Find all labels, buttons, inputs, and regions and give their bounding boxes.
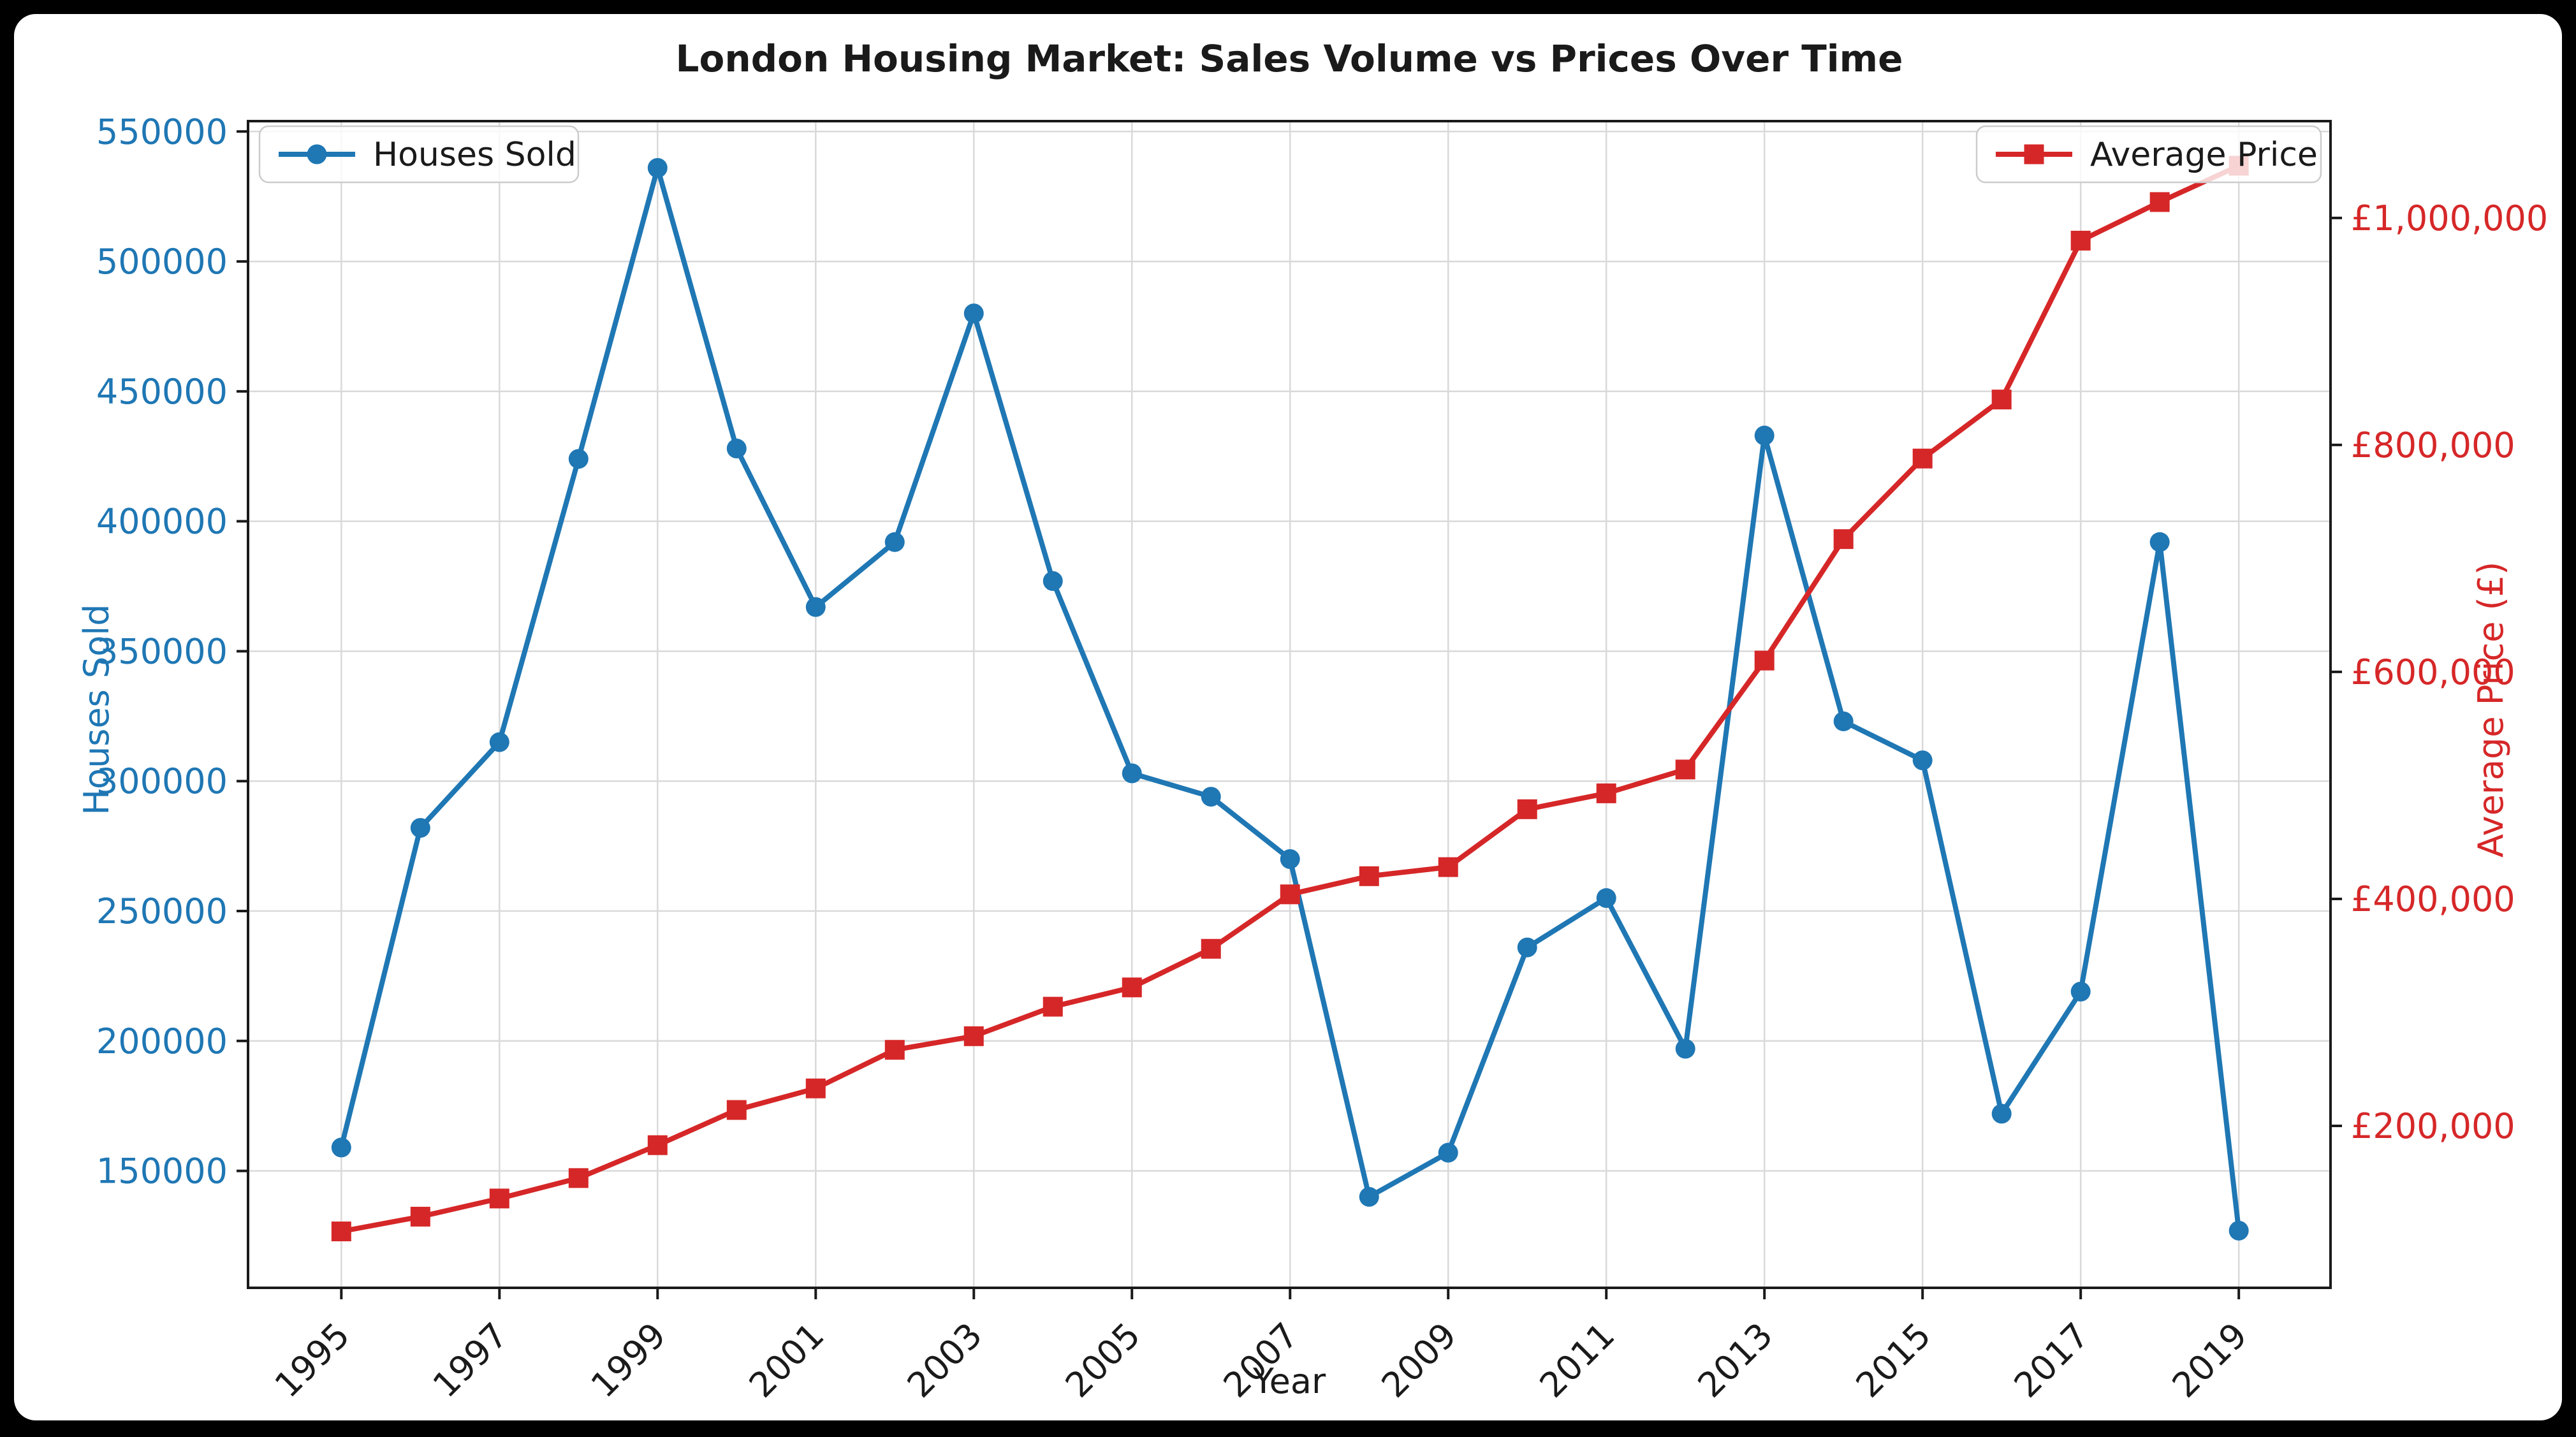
point-average-price-2010 (1517, 799, 1537, 819)
point-houses-sold-2002 (884, 532, 905, 552)
point-houses-sold-2019 (2228, 1220, 2249, 1241)
point-houses-sold-2011 (1596, 888, 1616, 908)
point-houses-sold-2010 (1517, 937, 1537, 958)
point-average-price-2017 (2070, 230, 2091, 251)
point-average-price-2014 (1833, 529, 1854, 550)
left-y-tick-label-150000: 150000 (96, 1151, 228, 1192)
point-average-price-1999 (647, 1135, 668, 1155)
point-average-price-2001 (805, 1078, 826, 1098)
figure-background (14, 14, 2562, 1420)
point-houses-sold-1995 (331, 1137, 351, 1158)
legend-houses-sold-label: Houses Sold (373, 136, 576, 174)
point-average-price-2018 (2149, 192, 2170, 212)
point-houses-sold-2001 (805, 597, 826, 617)
point-houses-sold-1999 (647, 157, 668, 178)
left-y-tick-label-450000: 450000 (96, 372, 228, 412)
point-houses-sold-1996 (410, 818, 430, 838)
legend-houses-sold-box (258, 125, 580, 184)
right-y-tick-label-800000: £800,000 (2351, 425, 2515, 465)
point-houses-sold-2012 (1675, 1039, 1695, 1059)
point-houses-sold-2009 (1438, 1142, 1458, 1163)
point-houses-sold-2015 (1912, 750, 1933, 771)
point-houses-sold-2005 (1122, 763, 1142, 784)
point-average-price-2015 (1912, 448, 1933, 469)
left-y-tick-label-300000: 300000 (96, 761, 228, 801)
point-average-price-2005 (1122, 977, 1142, 998)
point-houses-sold-2008 (1359, 1186, 1379, 1207)
legend-average-price-box (1975, 125, 2322, 184)
point-houses-sold-2006 (1201, 787, 1221, 807)
left-y-tick-label-500000: 500000 (96, 242, 228, 282)
legend-average-price-label: Average Price (2090, 136, 2318, 174)
legend-average-price-sample-marker (2024, 144, 2044, 164)
point-average-price-2004 (1043, 996, 1063, 1017)
left-y-tick-label-550000: 550000 (96, 112, 228, 152)
point-houses-sold-2004 (1043, 571, 1063, 591)
left-y-tick-label-250000: 250000 (96, 891, 228, 931)
point-houses-sold-2014 (1833, 711, 1854, 731)
right-y-tick-label-200000: £200,000 (2351, 1106, 2515, 1146)
left-y-axis-label: Houses Sold (77, 604, 117, 815)
point-average-price-1998 (568, 1168, 589, 1188)
point-houses-sold-2000 (726, 439, 747, 459)
point-average-price-2000 (726, 1100, 747, 1120)
point-houses-sold-2017 (2070, 981, 2091, 1002)
left-y-tick-label-350000: 350000 (96, 631, 228, 671)
point-average-price-2016 (1991, 390, 2012, 410)
right-y-tick-label-600000: £600,000 (2351, 652, 2515, 692)
point-average-price-2012 (1675, 759, 1695, 780)
left-y-tick-label-400000: 400000 (96, 502, 228, 542)
point-average-price-2013 (1754, 650, 1775, 671)
point-average-price-2003 (963, 1026, 984, 1046)
point-houses-sold-2016 (1991, 1104, 2012, 1124)
point-average-price-1995 (331, 1222, 351, 1242)
point-houses-sold-1998 (568, 449, 589, 469)
point-houses-sold-2013 (1754, 425, 1775, 446)
chart-title: London Housing Market: Sales Volume vs P… (676, 37, 1903, 80)
point-average-price-2007 (1280, 884, 1300, 905)
x-axis-label: Year (1252, 1361, 1326, 1401)
point-average-price-2002 (884, 1040, 905, 1060)
point-average-price-2008 (1359, 866, 1379, 886)
point-houses-sold-2003 (963, 303, 984, 324)
point-average-price-2009 (1438, 857, 1458, 877)
right-y-axis-label: Average Price (£) (2471, 562, 2511, 857)
point-houses-sold-2007 (1280, 849, 1300, 870)
point-average-price-1997 (489, 1188, 509, 1209)
point-average-price-2011 (1596, 783, 1616, 803)
point-average-price-2006 (1201, 938, 1221, 959)
point-houses-sold-2018 (2149, 532, 2170, 552)
right-y-tick-label-1000000: £1,000,000 (2351, 198, 2548, 238)
point-average-price-1996 (410, 1206, 430, 1227)
point-houses-sold-1997 (489, 732, 509, 752)
right-y-tick-label-400000: £400,000 (2351, 879, 2515, 919)
legend-houses-sold-sample-marker (307, 144, 327, 164)
left-y-tick-label-200000: 200000 (96, 1021, 228, 1061)
